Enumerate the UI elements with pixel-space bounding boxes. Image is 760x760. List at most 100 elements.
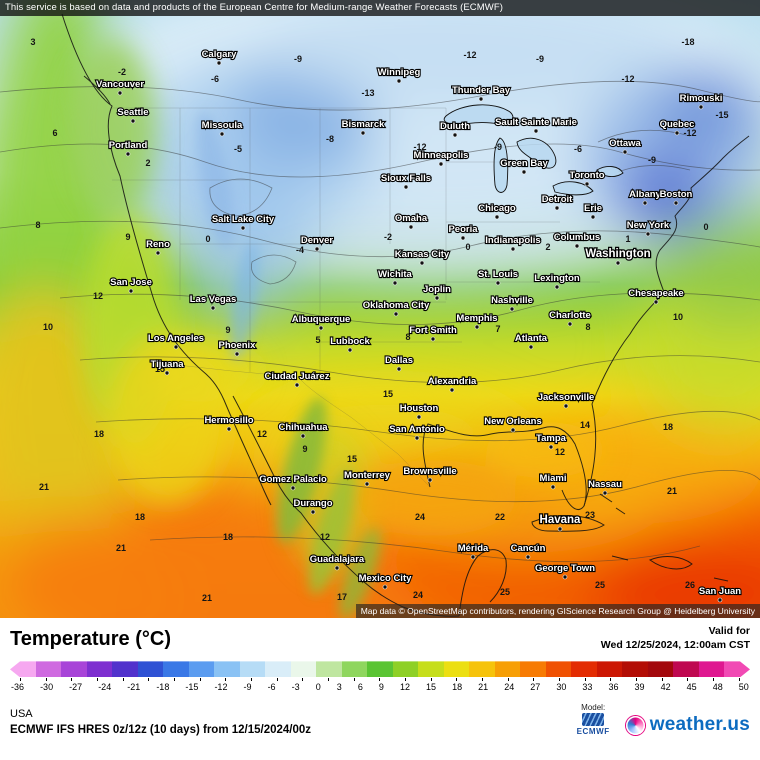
city-dot <box>173 344 179 350</box>
colorbar-segment <box>648 661 674 677</box>
colorbar-tick-label: -36 <box>11 682 25 693</box>
colorbar-tick-label: 27 <box>530 682 541 693</box>
colorbar-tick <box>738 678 740 682</box>
grid-temp: 6 <box>52 128 57 138</box>
grid-temp: 9 <box>302 444 307 454</box>
city-dot <box>414 435 420 441</box>
city-label: San Juan <box>699 586 741 597</box>
city-label: Omaha <box>395 213 428 224</box>
colorbar-segment <box>597 661 623 677</box>
grid-temp: 17 <box>337 592 347 602</box>
city-label: Alexandria <box>428 376 477 387</box>
colorbar-tick <box>379 678 381 682</box>
city-label: Rimouski <box>680 93 723 104</box>
colorbar-tick <box>45 678 47 682</box>
city-label: Joplin <box>423 284 451 295</box>
city-dot <box>452 132 458 138</box>
colorbar-tick-label: 33 <box>582 682 593 693</box>
grid-temp: 9 <box>125 232 130 242</box>
city-dot <box>347 347 353 353</box>
grid-temp: 12 <box>320 532 330 542</box>
city-dot <box>310 509 316 515</box>
map-attribution: Map data © OpenStreetMap contributors, r… <box>355 604 760 618</box>
grid-temp: 12 <box>257 429 267 439</box>
city-label: Charlotte <box>549 310 591 321</box>
city-label: Lexington <box>534 273 580 284</box>
colorbar-tick-label: 3 <box>336 682 342 693</box>
city-dot <box>364 481 370 487</box>
colorbar-tick <box>687 678 689 682</box>
weather-us-swirl-icon <box>625 715 645 735</box>
city-dot <box>478 96 484 102</box>
colorbar-tick-label: -9 <box>243 682 252 693</box>
city-label: Brownsville <box>403 466 456 477</box>
grid-temp: 8 <box>35 220 40 230</box>
colorbar-tick <box>122 678 124 682</box>
grid-temp: -6 <box>211 74 219 84</box>
isotherm-contours <box>0 80 760 563</box>
colorbar-segment <box>189 661 215 677</box>
city-dot <box>226 426 232 432</box>
city-dot <box>562 574 568 580</box>
grid-temp: 22 <box>495 512 505 522</box>
city-label: Tampa <box>536 433 567 444</box>
city-label: Detroit <box>542 194 573 205</box>
colorbar-tick-label: -18 <box>156 682 170 693</box>
city-dot <box>495 280 501 286</box>
city-dot <box>382 584 388 590</box>
colorbar-tick-label: 24 <box>504 682 515 693</box>
grid-temp: 2 <box>145 158 150 168</box>
grid-temp: 18 <box>135 512 145 522</box>
city-dot <box>533 128 539 134</box>
city-label: Jacksonville <box>538 392 595 403</box>
colorbar-tick-label: 39 <box>634 682 645 693</box>
city-dot <box>554 284 560 290</box>
colorbar-segment <box>495 661 521 677</box>
city-dot <box>525 554 531 560</box>
colorbar-tick-label: -30 <box>40 682 54 693</box>
temperature-colorbar <box>10 661 750 677</box>
city-dot <box>210 305 216 311</box>
city-dot <box>563 403 569 409</box>
legend-title: Temperature (°C) <box>10 628 171 650</box>
weather-us-logo[interactable]: weather.us <box>625 714 750 736</box>
grid-temp: 24 <box>415 512 425 522</box>
city-label: Phoenix <box>219 340 257 351</box>
colorbar-tick <box>507 678 509 682</box>
city-label: Winnipeg <box>378 67 421 78</box>
city-label: Salt Lake City <box>212 214 275 225</box>
city-dot <box>396 78 402 84</box>
grid-temp: 10 <box>43 322 53 332</box>
ecmwf-logo-text: ECMWF <box>576 727 610 737</box>
city-label: San Jose <box>110 277 152 288</box>
city-dot <box>130 118 136 124</box>
city-dot <box>318 325 324 331</box>
colorbar-tick-label: -3 <box>291 682 300 693</box>
grid-temp: -4 <box>296 245 304 255</box>
grid-temp: 21 <box>667 486 677 496</box>
ecmwf-logo[interactable]: ECMWF <box>577 713 610 736</box>
city-dot <box>334 565 340 571</box>
city-dot <box>300 433 306 439</box>
city-dot <box>574 243 580 249</box>
grid-temp: 0 <box>465 242 470 252</box>
city-label: Duluth <box>440 121 470 132</box>
city-label: Wichita <box>378 269 412 280</box>
city-dot <box>240 225 246 231</box>
legend-area: Temperature (°C) Valid for Wed 12/25/202… <box>0 618 760 760</box>
city-label: Reno <box>146 239 170 250</box>
colorbar-tick-label: 45 <box>686 682 697 693</box>
city-label: Indianapolis <box>485 235 540 246</box>
city-dot <box>615 260 621 266</box>
colorbar-tick-label: -24 <box>98 682 112 693</box>
city-label: Los Angeles <box>148 333 204 344</box>
colorbar-segment <box>393 661 419 677</box>
city-label: Portland <box>109 140 148 151</box>
city-dot <box>567 321 573 327</box>
city-dot <box>509 306 515 312</box>
colorbar-segment <box>342 661 368 677</box>
city-label: Columbus <box>554 232 600 243</box>
grid-temp: -13 <box>361 88 374 98</box>
temperature-map: 3 -2 -6 -9 -13 -12 -9 -12 -18 -15 -12 6 2 -5 -8 -12 -9 -6… <box>0 0 760 618</box>
